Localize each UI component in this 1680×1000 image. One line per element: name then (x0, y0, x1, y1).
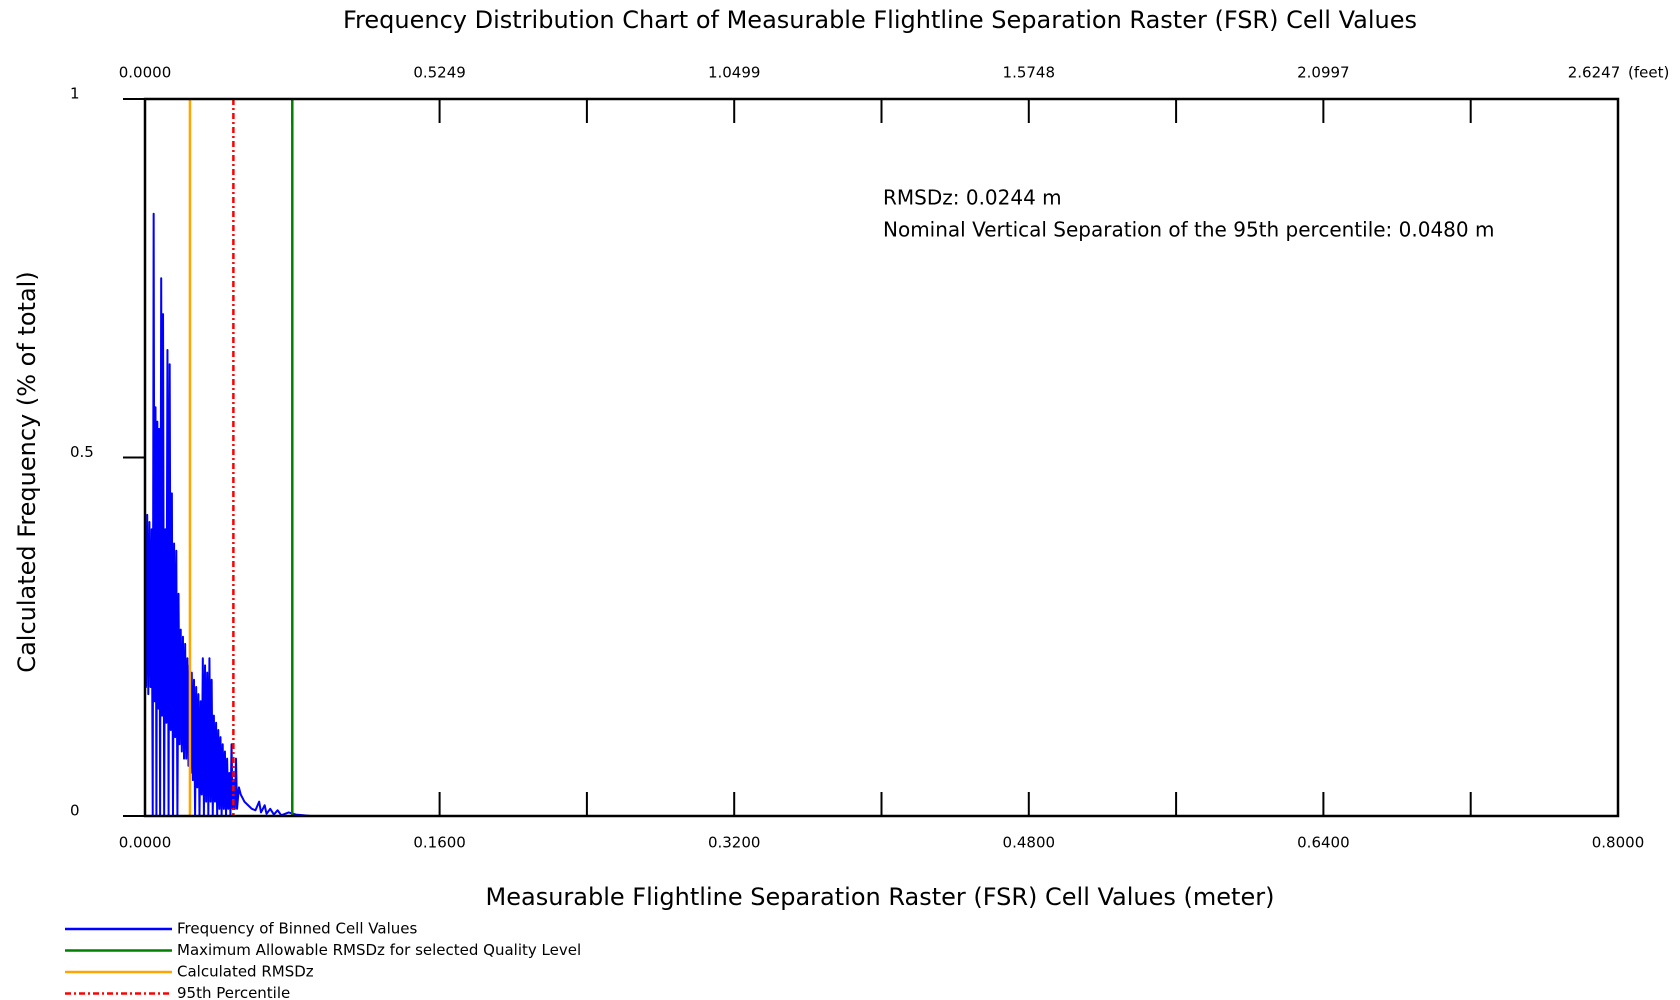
plot-frame (143, 97, 1620, 818)
x2-unit: (feet) (1628, 64, 1669, 82)
data-line (144, 212, 1618, 817)
y-axis-title: Calculated Frequency (% of total) (13, 271, 41, 672)
chart-title: Frequency Distribution Chart of Measurab… (343, 6, 1417, 34)
legend-label: Calculated RMSDz (177, 963, 314, 981)
annotation: RMSDz: 0.0244 m (883, 186, 1062, 210)
x-tick-label: 0.1600 (413, 834, 466, 852)
x2-tick-label: 0.0000 (119, 64, 172, 82)
legend-label: Frequency of Binned Cell Values (177, 920, 417, 938)
legend-label: Maximum Allowable RMSDz for selected Qua… (177, 941, 581, 959)
x2-tick-label: 1.5748 (1003, 64, 1056, 82)
x-tick-label: 0.4800 (1003, 834, 1056, 852)
x2-tick-label: 2.0997 (1297, 64, 1350, 82)
x2-tick-label: 0.5249 (413, 64, 466, 82)
x-tick-label: 0.0000 (119, 834, 172, 852)
x2-tick-label: 2.6247 (1568, 64, 1621, 82)
x-axis-title: Measurable Flightline Separation Raster … (486, 883, 1275, 911)
x-tick-label: 0.6400 (1297, 834, 1350, 852)
legend-label: 95th Percentile (177, 984, 290, 1000)
y-tick-label: 0.5 (70, 443, 94, 461)
x2-tick-label: 1.0499 (708, 64, 761, 82)
annotation: Nominal Vertical Separation of the 95th … (883, 218, 1494, 242)
x-tick-label: 0.8000 (1592, 834, 1645, 852)
y-tick-label: 1 (70, 85, 80, 103)
x-tick-label: 0.3200 (708, 834, 761, 852)
y-tick-label: 0 (70, 802, 80, 820)
